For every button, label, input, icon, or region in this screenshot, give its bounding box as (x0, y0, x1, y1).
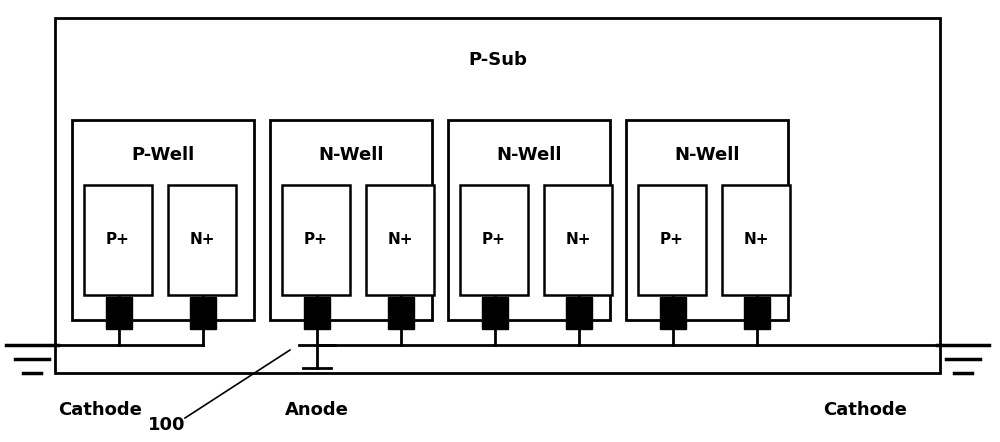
Bar (168, 185, 236, 295)
Bar (544, 185, 612, 295)
Bar (448, 120, 610, 320)
Bar (106, 297, 132, 329)
Bar (638, 185, 706, 295)
Text: P-Sub: P-Sub (468, 51, 527, 69)
Bar (282, 185, 350, 295)
Bar (366, 185, 434, 295)
Bar (270, 120, 432, 320)
Bar (660, 297, 686, 329)
Bar (72, 120, 254, 320)
Text: Cathode: Cathode (58, 401, 142, 419)
Text: 100: 100 (148, 416, 186, 434)
Bar (722, 185, 790, 295)
Text: P+: P+ (106, 232, 130, 248)
Bar (566, 297, 592, 329)
Bar (388, 297, 414, 329)
Text: N+: N+ (565, 232, 591, 248)
Text: N-Well: N-Well (496, 146, 562, 164)
Text: Cathode: Cathode (823, 401, 907, 419)
Text: N+: N+ (189, 232, 215, 248)
Bar (304, 297, 330, 329)
Text: N+: N+ (743, 232, 769, 248)
Text: Anode: Anode (285, 401, 349, 419)
Text: P+: P+ (482, 232, 506, 248)
Text: N-Well: N-Well (318, 146, 384, 164)
Text: P+: P+ (304, 232, 328, 248)
Bar (744, 297, 770, 329)
Bar (460, 185, 528, 295)
Text: P+: P+ (660, 232, 684, 248)
Text: N+: N+ (387, 232, 413, 248)
Bar (55, 18, 940, 373)
Bar (190, 297, 216, 329)
Bar (626, 120, 788, 320)
Text: P-Well: P-Well (131, 146, 195, 164)
Bar (84, 185, 152, 295)
Bar (482, 297, 508, 329)
Text: N-Well: N-Well (674, 146, 740, 164)
